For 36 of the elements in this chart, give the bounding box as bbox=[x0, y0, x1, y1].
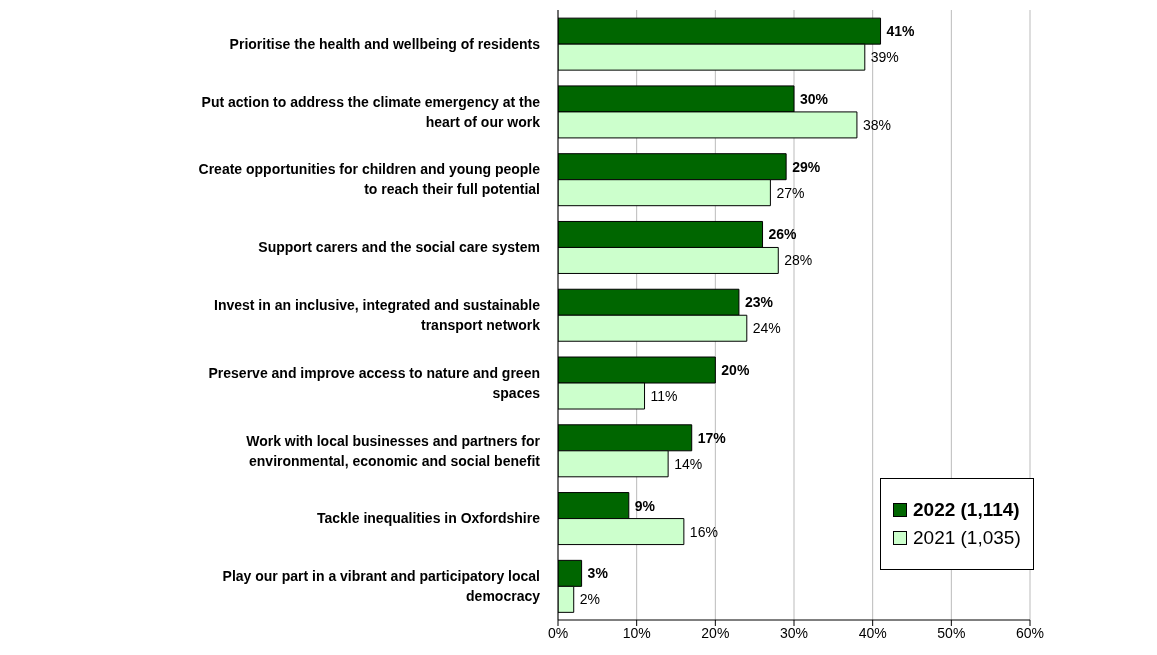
data-label: 28% bbox=[784, 252, 813, 269]
x-tick-label: 0% bbox=[547, 624, 569, 641]
y-tick-label: Preserve and improve access to nature and green spaces bbox=[208, 364, 541, 401]
data-label: 26% bbox=[768, 226, 798, 243]
data-label: 20% bbox=[721, 362, 750, 379]
data-label: 24% bbox=[752, 320, 781, 337]
data-label: 16% bbox=[689, 523, 718, 540]
x-tick-label: 30% bbox=[779, 624, 809, 641]
data-label: 38% bbox=[862, 116, 891, 133]
data-label: 41% bbox=[886, 23, 916, 40]
y-tick-label: Invest in an inclusive, integrated and sustainable transport network bbox=[214, 297, 541, 333]
legend-label: 2022 (1,114) bbox=[913, 499, 1020, 521]
x-tick-label: 20% bbox=[701, 624, 730, 641]
y-tick-label: Prioritise the health and wellbeing of residents bbox=[229, 35, 541, 52]
data-label: 23% bbox=[744, 294, 774, 311]
x-tick-label: 50% bbox=[937, 624, 966, 641]
data-label: 27% bbox=[776, 184, 805, 201]
data-label: 2% bbox=[579, 591, 600, 608]
y-tick-label: Play our part in a vibrant and participatory local democracy bbox=[222, 568, 541, 605]
data-label: 11% bbox=[650, 388, 678, 405]
y-tick-label: Work with local businesses and partners for environmental, economic and social benefit bbox=[246, 432, 541, 469]
y-tick-label: Support carers and the social care system bbox=[258, 239, 540, 256]
y-tick-label: Put action to address the climate emergency at the heart of our work bbox=[201, 93, 541, 130]
x-tick-label: 60% bbox=[1015, 624, 1045, 641]
data-label: 30% bbox=[800, 90, 829, 107]
legend-label: 2021 (1,035) bbox=[913, 527, 1021, 549]
x-tick-label: 10% bbox=[622, 624, 651, 641]
y-tick-label: Create opportunities for children and young people to reach their full potential bbox=[198, 161, 541, 198]
data-label: 14% bbox=[674, 455, 703, 472]
data-label: 9% bbox=[634, 497, 656, 514]
data-label: 3% bbox=[587, 565, 609, 582]
y-tick-label: Tackle inequalities in Oxfordshire bbox=[316, 510, 541, 527]
x-tick-label: 40% bbox=[858, 624, 887, 641]
data-label: 39% bbox=[870, 49, 899, 66]
data-label: 17% bbox=[697, 429, 727, 446]
data-label: 29% bbox=[792, 158, 821, 175]
